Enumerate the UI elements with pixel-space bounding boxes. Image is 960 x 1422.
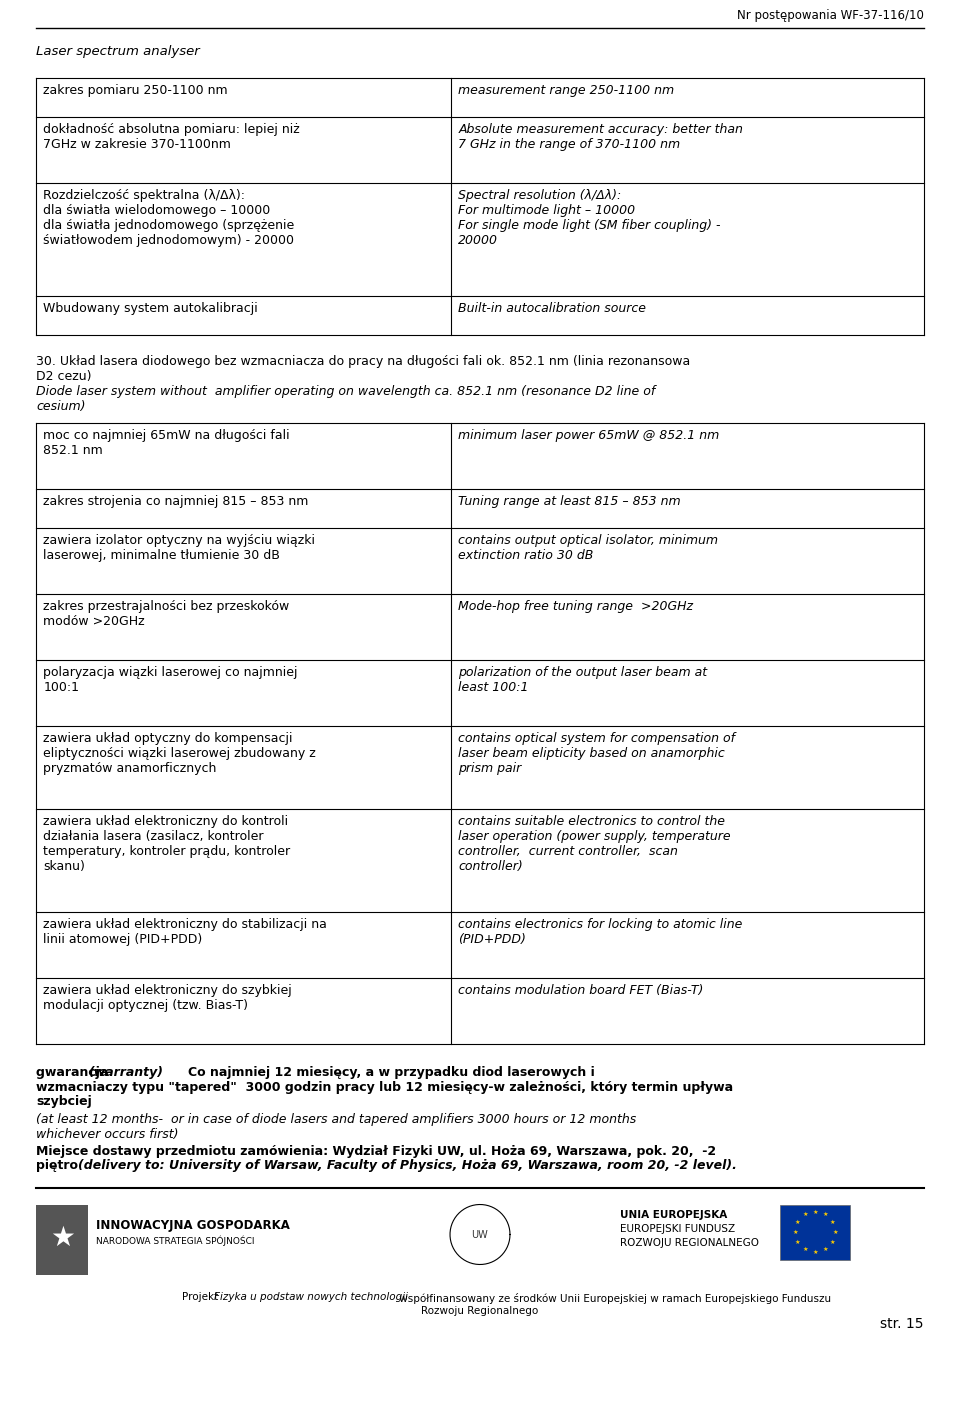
Text: ★: ★ bbox=[832, 1230, 838, 1234]
Text: (at least 12 months-  or in case of diode lasers and tapered amplifiers 3000 hou: (at least 12 months- or in case of diode… bbox=[36, 1113, 636, 1126]
Text: polaryzacja wiązki laserowej co najmniej
100:1: polaryzacja wiązki laserowej co najmniej… bbox=[43, 665, 298, 694]
Text: zawiera układ elektroniczny do kontroli
działania lasera (zasilacz, kontroler
te: zawiera układ elektroniczny do kontroli … bbox=[43, 815, 291, 873]
Text: dokładność absolutna pomiaru: lepiej niż
7GHz w zakresie 370-1100nm: dokładność absolutna pomiaru: lepiej niż… bbox=[43, 122, 300, 151]
Text: współfinansowany ze środków Unii Europejskiej w ramach Europejskiego Funduszu: współfinansowany ze środków Unii Europej… bbox=[396, 1293, 831, 1304]
Text: ★: ★ bbox=[829, 1240, 835, 1244]
Text: Diode laser system without  amplifier operating on wavelength ca. 852.1 nm (reso: Diode laser system without amplifier ope… bbox=[36, 385, 656, 412]
Text: polarization of the output laser beam at
least 100:1: polarization of the output laser beam at… bbox=[458, 665, 708, 694]
Text: Miejsce dostawy przedmiotu zamówienia: Wydział Fizyki UW, ul. Hoża 69, Warszawa,: Miejsce dostawy przedmiotu zamówienia: W… bbox=[36, 1145, 716, 1158]
Text: ★: ★ bbox=[812, 1210, 818, 1214]
Text: contains output optical isolator, minimum
extinction ratio 30 dB: contains output optical isolator, minimu… bbox=[458, 535, 718, 562]
Bar bbox=[36, 1204, 88, 1274]
Text: measurement range 250-1100 nm: measurement range 250-1100 nm bbox=[458, 84, 674, 97]
Text: Mode-hop free tuning range  >20GHz: Mode-hop free tuning range >20GHz bbox=[458, 600, 693, 613]
Text: Built-in autocalibration source: Built-in autocalibration source bbox=[458, 301, 646, 316]
Text: Tuning range at least 815 – 853 nm: Tuning range at least 815 – 853 nm bbox=[458, 495, 681, 508]
Text: whichever occurs first): whichever occurs first) bbox=[36, 1128, 179, 1140]
Text: NARODOWA STRATEGIA SPÓJNOŚCI: NARODOWA STRATEGIA SPÓJNOŚCI bbox=[96, 1236, 255, 1246]
Text: ★: ★ bbox=[822, 1212, 828, 1217]
Text: contains modulation board FET (Bias-T): contains modulation board FET (Bias-T) bbox=[458, 984, 704, 997]
Text: ★: ★ bbox=[803, 1247, 807, 1251]
Text: zakres przestrajalności bez przeskoków
modów >20GHz: zakres przestrajalności bez przeskoków m… bbox=[43, 600, 290, 629]
Text: gwarancja: gwarancja bbox=[36, 1066, 113, 1079]
Text: ROZWOJU REGIONALNEGO: ROZWOJU REGIONALNEGO bbox=[620, 1237, 759, 1247]
Text: (delivery to: University of Warsaw, Faculty of Physics, Hoża 69, Warszawa, room : (delivery to: University of Warsaw, Facu… bbox=[79, 1159, 737, 1172]
Text: ★: ★ bbox=[822, 1247, 828, 1251]
Text: contains electronics for locking to atomic line
(PID+PDD): contains electronics for locking to atom… bbox=[458, 919, 743, 946]
Text: Absolute measurement accuracy: better than
7 GHz in the range of 370-1100 nm: Absolute measurement accuracy: better th… bbox=[458, 122, 743, 151]
Text: Projekt: Projekt bbox=[182, 1293, 222, 1303]
Text: contains suitable electronics to control the
laser operation (power supply, temp: contains suitable electronics to control… bbox=[458, 815, 731, 873]
Text: Laser spectrum analyser: Laser spectrum analyser bbox=[36, 46, 201, 58]
Text: Fizyka u podstaw nowych technologii: Fizyka u podstaw nowych technologii bbox=[214, 1293, 408, 1303]
Text: ★: ★ bbox=[795, 1240, 801, 1244]
Text: zawiera układ elektroniczny do szybkiej
modulacji optycznej (tzw. Bias-T): zawiera układ elektroniczny do szybkiej … bbox=[43, 984, 292, 1012]
Text: zawiera układ elektroniczny do stabilizacji na
linii atomowej (PID+PDD): zawiera układ elektroniczny do stabiliza… bbox=[43, 919, 327, 946]
Text: ★: ★ bbox=[803, 1212, 807, 1217]
Text: Co najmniej 12 miesięcy, a w przypadku diod laserowych i: Co najmniej 12 miesięcy, a w przypadku d… bbox=[154, 1066, 595, 1079]
Text: szybciej: szybciej bbox=[36, 1095, 92, 1108]
Text: ★: ★ bbox=[792, 1230, 798, 1234]
Text: ★: ★ bbox=[812, 1250, 818, 1254]
Text: ★: ★ bbox=[795, 1220, 801, 1224]
Text: Nr postępowania WF-37-116/10: Nr postępowania WF-37-116/10 bbox=[736, 9, 924, 21]
Text: Spectral resolution (λ/Δλ):
For multimode light – 10000
For single mode light (S: Spectral resolution (λ/Δλ): For multimod… bbox=[458, 189, 721, 247]
Text: (warranty): (warranty) bbox=[88, 1066, 163, 1079]
Text: UNIA EUROPEJSKA: UNIA EUROPEJSKA bbox=[620, 1210, 728, 1220]
Text: zakres pomiaru 250-1100 nm: zakres pomiaru 250-1100 nm bbox=[43, 84, 228, 97]
Text: piętro: piętro bbox=[36, 1159, 83, 1172]
Text: zakres strojenia co najmniej 815 – 853 nm: zakres strojenia co najmniej 815 – 853 n… bbox=[43, 495, 309, 508]
Text: Wbudowany system autokalibracji: Wbudowany system autokalibracji bbox=[43, 301, 258, 316]
Text: moc co najmniej 65mW na długości fali
852.1 nm: moc co najmniej 65mW na długości fali 85… bbox=[43, 429, 290, 456]
Text: INNOWACYJNA GOSPODARKA: INNOWACYJNA GOSPODARKA bbox=[96, 1220, 290, 1233]
Text: Rozdzielczość spektralna (λ/Δλ):
dla światła wielodomowego – 10000
dla światła j: Rozdzielczość spektralna (λ/Δλ): dla świ… bbox=[43, 189, 295, 247]
Bar bbox=[780, 1204, 850, 1260]
Text: contains optical system for compensation of
laser beam elipticity based on anamo: contains optical system for compensation… bbox=[458, 732, 735, 775]
Text: wzmacniaczy typu "tapered"  3000 godzin pracy lub 12 miesięcy-w zależności, któr: wzmacniaczy typu "tapered" 3000 godzin p… bbox=[36, 1081, 733, 1094]
Text: ★: ★ bbox=[829, 1220, 835, 1224]
Text: EUROPEJSKI FUNDUSZ: EUROPEJSKI FUNDUSZ bbox=[620, 1223, 735, 1233]
Text: zawiera izolator optyczny na wyjściu wiązki
laserowej, minimalne tłumienie 30 dB: zawiera izolator optyczny na wyjściu wią… bbox=[43, 535, 316, 562]
Text: UW: UW bbox=[471, 1230, 489, 1240]
Text: 30. Układ lasera diodowego bez wzmacniacza do pracy na długości fali ok. 852.1 n: 30. Układ lasera diodowego bez wzmacniac… bbox=[36, 356, 691, 383]
Text: str. 15: str. 15 bbox=[880, 1318, 924, 1331]
Text: zawiera układ optyczny do kompensacji
eliptyczności wiązki laserowej zbudowany z: zawiera układ optyczny do kompensacji el… bbox=[43, 732, 316, 775]
Text: minimum laser power 65mW @ 852.1 nm: minimum laser power 65mW @ 852.1 nm bbox=[458, 429, 719, 442]
Text: ★: ★ bbox=[50, 1223, 75, 1251]
Text: Rozwoju Regionalnego: Rozwoju Regionalnego bbox=[421, 1307, 539, 1317]
